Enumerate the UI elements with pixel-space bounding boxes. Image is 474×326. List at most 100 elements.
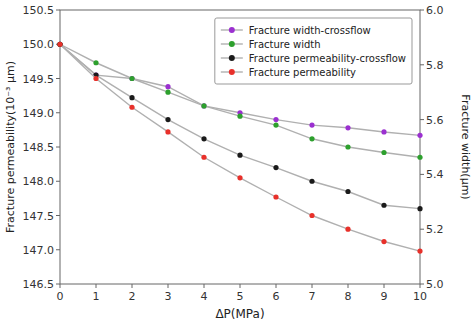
y-tick-label: 147.0 [23,244,55,257]
series-point [345,144,350,149]
y2-tick-label: 5.8 [426,59,444,72]
series-point [345,189,350,194]
x-tick-label: 0 [57,290,64,303]
y-tick [56,78,60,79]
legend-marker [229,55,235,61]
x-axis-label: ΔP(MPa) [215,307,264,321]
x-tick [276,284,277,288]
legend-marker [229,41,235,47]
x-tick [60,284,61,288]
y2-tick [420,174,424,175]
x-tick [168,284,169,288]
y2-axis-label: Fracture width(μm) [459,94,472,199]
series-point [201,155,206,160]
x-tick [204,284,205,288]
y-tick [56,147,60,148]
x-tick-label: 4 [201,290,208,303]
y2-tick-label: 5.4 [426,168,444,181]
x-tick-label: 2 [129,290,136,303]
legend: Fracture width-crossflow Fracture width Fr… [215,18,412,84]
series-point [309,213,314,218]
series-point [309,179,314,184]
series-point [273,165,278,170]
legend-label: Fracture width [249,39,321,50]
y2-tick-label: 5.0 [426,278,444,291]
plot-frame [60,10,420,284]
series-point [309,122,314,127]
x-tick-label: 8 [345,290,352,303]
series-point [381,239,386,244]
series-point [417,249,422,254]
x-tick [312,284,313,288]
legend-box [215,18,412,84]
series-point [273,122,278,127]
series-point [417,133,422,138]
x-tick-label: 5 [237,290,244,303]
x-tick-label: 6 [273,290,280,303]
series-point [309,136,314,141]
x-tick [240,284,241,288]
series-point [345,227,350,232]
series-point [93,76,98,81]
y-axis-label: Fracture permeability(10⁻³ μm) [4,61,17,233]
x-tick-label: 1 [93,290,100,303]
x-tick-label: 9 [381,290,388,303]
series-point [273,117,278,122]
series-point [129,105,134,110]
y-tick [56,249,60,250]
x-tick-label: 7 [309,290,316,303]
y2-tick [420,284,424,285]
x-tick [348,284,349,288]
y-tick-label: 150.5 [23,4,55,17]
y-tick [56,112,60,113]
chart: 0 1 2 3 4 5 6 7 8 9 10 146.5 147.0 147.5 148.0 148.5 149… [0,0,474,326]
x-tick [384,284,385,288]
x-tick [96,284,97,288]
y2-tick [420,119,424,120]
series-point [417,206,422,211]
y2-tick [420,229,424,230]
y-tick [56,181,60,182]
x-tick-label: 3 [165,290,172,303]
series-point [129,76,134,81]
y-tick-label: 149.0 [23,107,55,120]
series-point [381,203,386,208]
series-point [381,150,386,155]
y-tick-label: 148.5 [23,141,55,154]
x-tick [132,284,133,288]
series-point [273,194,278,199]
series-line [60,44,420,135]
y-tick-label: 147.5 [23,210,55,223]
series-point [201,103,206,108]
series-point [417,155,422,160]
series-point [57,42,62,47]
y2-tick-label: 5.2 [426,223,444,236]
x-tick-label: 10 [413,290,427,303]
y2-tick [420,10,424,11]
y-tick-label: 148.0 [23,175,55,188]
series-point [201,136,206,141]
series-point [165,129,170,134]
series-point [345,125,350,130]
legend-label: Fracture width-crossflow [249,25,371,36]
legend-label: Fracture permeability-crossflow [249,53,406,64]
y2-tick-label: 5.6 [426,114,444,127]
y2-tick-label: 6.0 [426,4,444,17]
x-tick [420,284,421,288]
series-point [57,42,62,47]
y-tick-label: 150.0 [23,38,55,51]
legend-label: Fracture permeability [249,67,356,78]
y-tick-label: 149.5 [23,73,55,86]
series-point [237,153,242,158]
series-point [201,103,206,108]
series-point [165,84,170,89]
y-tick-label: 146.5 [23,278,55,291]
series-point [57,42,62,47]
series-point [381,129,386,134]
series-point [237,114,242,119]
y-tick [56,215,60,216]
series-point [93,60,98,65]
series-point [165,117,170,122]
series-point [129,76,134,81]
y-tick [56,284,60,285]
